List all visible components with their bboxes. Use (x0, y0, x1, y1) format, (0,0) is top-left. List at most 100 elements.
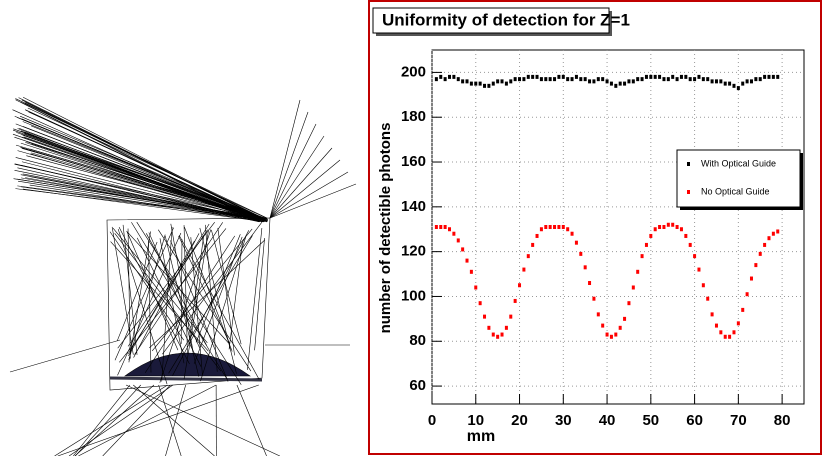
point (575, 241, 578, 245)
point (553, 225, 556, 229)
point (719, 330, 722, 334)
ray (255, 238, 265, 350)
point (697, 268, 700, 272)
point (461, 79, 464, 83)
point (759, 252, 762, 256)
point (711, 312, 714, 316)
point (741, 82, 744, 86)
point (662, 225, 665, 229)
point (636, 270, 639, 274)
point (474, 82, 477, 86)
point (711, 79, 714, 83)
point (684, 234, 687, 238)
point (562, 75, 565, 79)
point (715, 79, 718, 83)
point (662, 77, 665, 81)
point (492, 82, 495, 86)
point (671, 223, 674, 227)
point (623, 317, 626, 321)
point (614, 333, 617, 337)
point (772, 232, 775, 236)
point (684, 75, 687, 79)
point (439, 75, 442, 79)
point (728, 335, 731, 339)
point (667, 223, 670, 227)
point (750, 277, 753, 281)
y-axis-label: number of detectible photons (377, 123, 394, 334)
point (487, 84, 490, 88)
y-tick-label: 180 (401, 108, 426, 125)
point (509, 315, 512, 319)
point (689, 77, 692, 81)
ray (200, 228, 237, 374)
point (479, 301, 482, 305)
x-axis-label: mm (467, 428, 495, 445)
point (597, 77, 600, 81)
point (501, 333, 504, 337)
ray (270, 172, 348, 218)
point (487, 326, 490, 330)
ray (237, 385, 267, 456)
point (632, 285, 635, 289)
point (527, 75, 530, 79)
ray (103, 385, 171, 456)
point (457, 238, 460, 242)
point (553, 77, 556, 81)
point (706, 297, 709, 301)
y-tick-label: 200 (401, 63, 426, 80)
point (496, 335, 499, 339)
point (641, 254, 644, 258)
point (470, 82, 473, 86)
chart-title: Uniformity of detection for Z=1 (382, 10, 630, 29)
x-tick-label: 0 (428, 412, 436, 429)
point (724, 82, 727, 86)
point (466, 79, 469, 83)
point (658, 225, 661, 229)
point (444, 225, 447, 229)
point (680, 75, 683, 79)
point (575, 75, 578, 79)
ray (23, 174, 260, 219)
ray (75, 385, 154, 456)
point (715, 324, 718, 328)
ray (55, 385, 168, 456)
y-tick-label: 80 (409, 332, 426, 349)
point (767, 236, 770, 240)
point (619, 326, 622, 330)
point (479, 82, 482, 86)
point (636, 77, 639, 81)
point (457, 77, 460, 81)
point (452, 75, 455, 79)
point (676, 77, 679, 81)
point (632, 79, 635, 83)
y-tick-label: 160 (401, 153, 426, 170)
point (671, 75, 674, 79)
point (719, 79, 722, 83)
point (444, 77, 447, 81)
point (566, 77, 569, 81)
x-tick-label: 30 (555, 412, 572, 429)
point (767, 75, 770, 79)
point (654, 227, 657, 231)
point (483, 315, 486, 319)
point (439, 225, 442, 229)
point (728, 82, 731, 86)
point (649, 75, 652, 79)
point (496, 79, 499, 83)
point (505, 326, 508, 330)
point (536, 75, 539, 79)
point (610, 335, 613, 339)
point (601, 324, 604, 328)
point (658, 75, 661, 79)
x-tick-label: 10 (467, 412, 484, 429)
point (531, 75, 534, 79)
point (680, 227, 683, 231)
ray (270, 148, 332, 218)
ray (270, 136, 324, 218)
point (492, 333, 495, 337)
point (746, 79, 749, 83)
ray (58, 385, 259, 456)
ray (18, 151, 267, 221)
point (461, 247, 464, 251)
point (522, 268, 525, 272)
